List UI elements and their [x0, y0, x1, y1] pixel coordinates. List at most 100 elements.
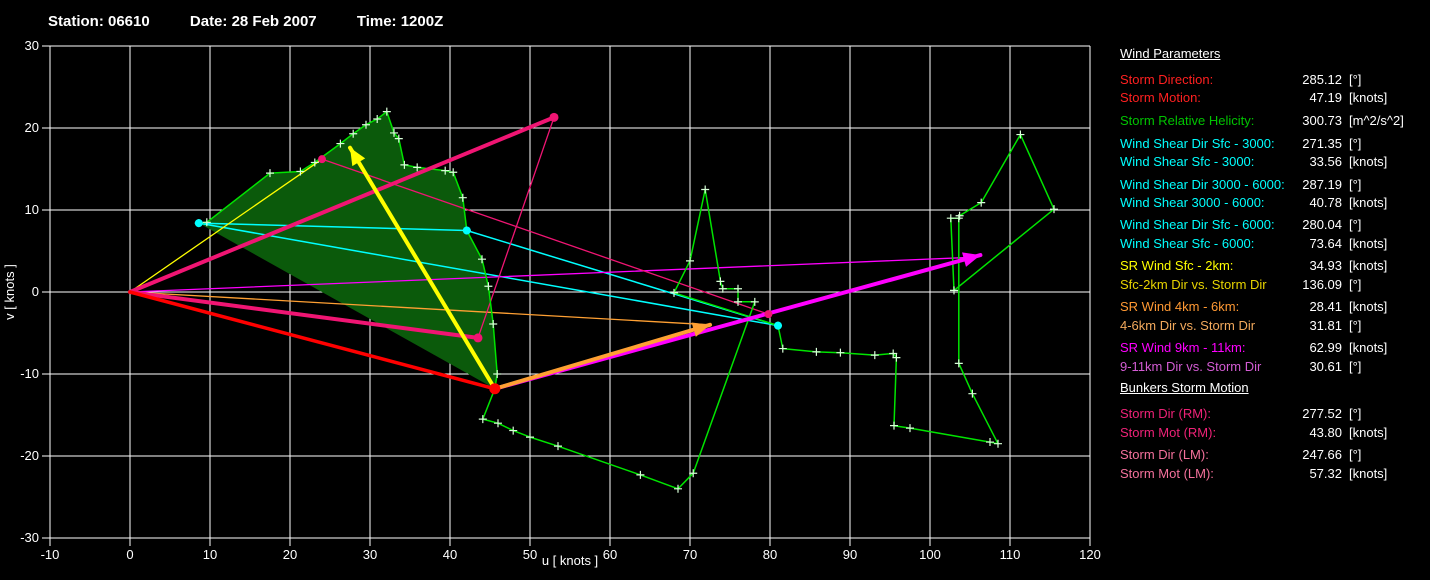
parameter-unit: [knots] — [1349, 194, 1388, 210]
parameter-row: Wind Shear 3000 - 6000: 40.78 [knots] — [1120, 194, 1426, 212]
parameter-row: Storm Dir (LM): 247.66 [°] — [1120, 446, 1426, 464]
parameter-unit: [°] — [1349, 276, 1362, 292]
x-axis-label: u [ knots ] — [542, 553, 598, 568]
parameter-label: Wind Shear Dir Sfc - 3000: — [1120, 135, 1275, 151]
parameter-value: 62.99 — [1309, 340, 1342, 356]
parameter-group: Storm Relative Helicity: 300.73 [m^2/s^2] — [1120, 112, 1426, 130]
parameter-unit: [°] — [1349, 176, 1362, 192]
parameter-unit: [knots] — [1349, 465, 1388, 481]
parameter-value: 30.61 — [1309, 358, 1342, 374]
x-tick-label: -10 — [41, 547, 60, 562]
shear-sfc-6km-line — [198, 222, 779, 327]
x-tick-label: 90 — [843, 547, 857, 562]
parameter-value: 31.81 — [1309, 317, 1342, 333]
parameter-row: Storm Direction: 285.12 [°] — [1120, 71, 1426, 89]
y-tick-label: -10 — [20, 366, 39, 381]
station-title: Station: 06610 — [48, 13, 150, 30]
parameter-row: Storm Motion: 47.19 [knots] — [1120, 89, 1426, 107]
mean-wind-sfc-2km-line — [129, 158, 323, 293]
parameter-row: SR Wind Sfc - 2km: 34.93 [knots] — [1120, 257, 1426, 275]
x-tick-label: 60 — [603, 547, 617, 562]
parameter-label: Wind Shear Sfc - 6000: — [1120, 235, 1255, 251]
parameter-unit: [knots] — [1349, 424, 1388, 440]
parameter-group: Wind Shear Dir Sfc - 3000: 271.35 [°] Wind … — [1120, 135, 1426, 172]
mean-wind-connector — [321, 158, 770, 315]
parameter-value: 300.73 — [1302, 112, 1342, 128]
parameter-row: 9-11km Dir vs. Storm Dir 30.61 [°] — [1120, 358, 1426, 376]
parameter-value: 47.19 — [1309, 90, 1342, 106]
y-tick-label: -20 — [20, 448, 39, 463]
wind-3km-dot — [462, 226, 471, 235]
storm-motion-dot — [489, 383, 501, 395]
parameter-unit: [°] — [1349, 317, 1362, 333]
parameter-group: Storm Direction: 285.12 [°] Storm Motion: 47… — [1120, 71, 1426, 108]
wind-parameters-header: Wind Parameters — [1120, 46, 1221, 61]
date-label: Date: — [189, 13, 228, 30]
x-tick-label: 0 — [126, 547, 133, 562]
parameter-unit: [°] — [1349, 72, 1362, 87]
parameter-label: Sfc-2km Dir vs. Storm Dir — [1120, 276, 1267, 292]
parameter-value: 136.09 — [1302, 276, 1342, 292]
sr-wind-sfc-2km-arrow-head — [350, 147, 366, 167]
time-value: 1200Z — [400, 13, 444, 30]
x-tick-label: 110 — [1000, 547, 1021, 562]
parameter-group: Storm Dir (RM): 277.52 [°] Storm Mot (RM): 4… — [1120, 405, 1426, 442]
x-tick-label: 120 — [1079, 547, 1101, 562]
shear-sfc-3km-line — [198, 222, 468, 232]
bunkers-rm-vector — [128, 290, 480, 340]
axis-tick-labels: -10 0 10 20 30 40 50 60 70 80 90 100 110 120-30-20-10… — [20, 38, 1101, 562]
axis-ticks — [42, 45, 1091, 546]
wind-6km-dot — [774, 321, 782, 330]
sr-wind-sfc-2km-arrow — [348, 145, 497, 391]
hodograph-plot: -10 0 10 20 30 40 50 60 70 80 90 100 110 120-30-20-10… — [2, 38, 1101, 568]
storm-motion-vector — [128, 290, 497, 391]
parameter-unit: [knots] — [1349, 299, 1388, 315]
parameter-value: 28.41 — [1309, 299, 1342, 315]
wind-parameters-panel: Wind Parameters Storm Direction: 285.12 [°]… — [1120, 46, 1426, 487]
parameter-unit: [knots] — [1349, 153, 1388, 169]
parameter-row: SR Wind 4km - 6km: 28.41 [knots] — [1120, 298, 1426, 316]
storm-motion-vectors — [128, 115, 983, 391]
parameter-unit: [°] — [1349, 358, 1362, 374]
mean-wind-sfc-2km-dot — [318, 155, 326, 164]
y-tick-label: 0 — [32, 284, 39, 299]
parameter-group: Wind Shear Dir Sfc - 6000: 280.04 [°] Wind … — [1120, 216, 1426, 253]
bunkers-rm-dot — [473, 333, 483, 343]
sr-wind-4-6km-arrow-head — [691, 322, 710, 337]
x-tick-label: 30 — [363, 547, 377, 562]
wind-level-markers — [194, 107, 1058, 493]
mean-wind-4-6km-dot — [764, 310, 773, 319]
parameter-value: 43.80 — [1309, 424, 1342, 440]
parameter-row: Sfc-2km Dir vs. Storm Dir 136.09 [°] — [1120, 276, 1426, 294]
time-label: Time: — [356, 13, 397, 30]
parameter-value: 40.78 — [1309, 194, 1342, 210]
x-tick-label: 80 — [763, 547, 777, 562]
bunkers-lm-dot — [549, 112, 559, 122]
parameter-group: SR Wind 9km - 11km: 62.99 [knots] 9-11km Di… — [1120, 339, 1426, 376]
parameter-value: 280.04 — [1302, 217, 1342, 233]
parameter-unit: [°] — [1349, 406, 1362, 422]
parameter-label: SR Wind 4km - 6km: — [1120, 299, 1240, 315]
parameter-row: SR Wind 9km - 11km: 62.99 [knots] — [1120, 339, 1426, 357]
parameter-unit: [m^2/s^2] — [1349, 112, 1404, 128]
parameter-unit: [°] — [1349, 217, 1362, 233]
mean-wind-9-11km-line — [129, 256, 967, 293]
x-tick-label: 50 — [523, 547, 537, 562]
parameter-label: 4-6km Dir vs. Storm Dir — [1120, 317, 1256, 333]
vector-endpoint-dots — [194, 112, 782, 395]
y-axis-label: v [ knots ] — [2, 264, 17, 320]
parameter-label: 9-11km Dir vs. Storm Dir — [1120, 358, 1262, 374]
parameter-row: Storm Mot (LM): 57.32 [knots] — [1120, 465, 1426, 483]
x-tick-label: 100 — [919, 547, 941, 562]
parameter-label: Storm Motion: — [1120, 90, 1201, 106]
parameter-value: 285.12 — [1302, 72, 1342, 87]
parameter-unit: [knots] — [1349, 340, 1388, 356]
parameter-value: 57.32 — [1309, 465, 1342, 481]
parameter-row: Wind Shear Sfc - 6000: 73.64 [knots] — [1120, 235, 1426, 253]
y-tick-label: 20 — [25, 120, 39, 135]
parameter-unit: [knots] — [1349, 235, 1388, 251]
time-title: Time: 1200Z — [357, 13, 443, 30]
parameter-label: SR Wind 9km - 11km: — [1120, 340, 1246, 356]
parameter-row: Storm Mot (RM): 43.80 [knots] — [1120, 424, 1426, 442]
grid-lines — [49, 45, 1091, 539]
